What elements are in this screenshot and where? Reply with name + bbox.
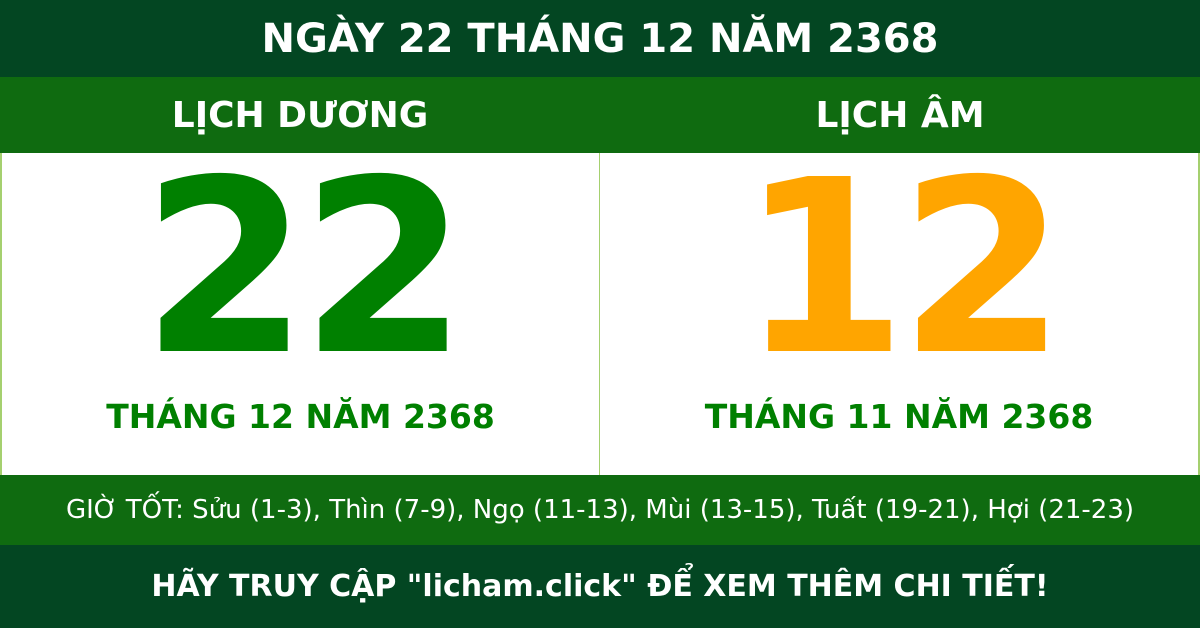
lunar-day: 12 (740, 128, 1066, 408)
solar-day: 22 (141, 128, 468, 408)
solar-panel: 22 THÁNG 12 NĂM 2368 (0, 148, 600, 475)
good-hours: GIỜ TỐT: Sửu (1-3), Thìn (7-9), Ngọ (11-… (0, 475, 1200, 545)
lunar-panel: 12 THÁNG 11 NĂM 2368 (600, 148, 1200, 475)
page-title: NGÀY 22 THÁNG 12 NĂM 2368 (0, 0, 1200, 77)
calendar-headings: LỊCH DƯƠNG LỊCH ÂM (0, 77, 1200, 153)
solar-heading: LỊCH DƯƠNG (171, 94, 429, 136)
lunar-month-year: THÁNG 11 NĂM 2368 (704, 397, 1094, 436)
solar-month-year: THÁNG 12 NĂM 2368 (106, 397, 495, 436)
lunar-heading: LỊCH ÂM (815, 94, 985, 136)
footer-cta: HÃY TRUY CẬP "licham.click" ĐỂ XEM THÊM … (0, 545, 1200, 628)
